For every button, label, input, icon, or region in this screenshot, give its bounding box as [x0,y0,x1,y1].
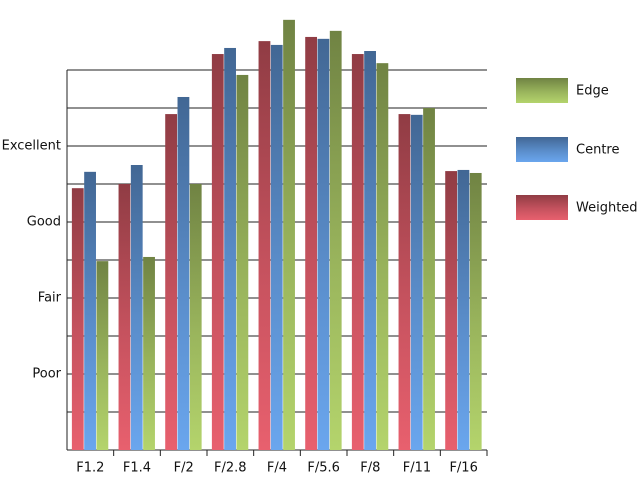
x-tick-label: F/8 [360,461,380,476]
x-tick-label: F1.2 [76,461,104,476]
x-tick-label: F/4 [267,461,287,476]
bar [71,188,84,450]
y-tick-label: Good [27,215,61,230]
bar [258,41,271,451]
x-tick-label: F/2 [174,461,194,476]
bar [364,51,376,450]
bar [165,114,178,450]
x-tick-label: F1.4 [123,461,151,476]
bar [224,47,236,451]
y-tick-label: Fair [38,291,62,306]
x-tick-label: F/5.6 [307,461,340,476]
bar [270,44,283,451]
bar [96,261,109,450]
bar [398,114,411,450]
legend-label: Weighted [576,201,638,216]
bar [376,63,389,450]
legend-label: Centre [576,143,619,158]
x-tick-label: F/16 [449,461,477,476]
y-tick-label: Poor [32,367,61,382]
bar [143,256,155,450]
bar [236,74,249,450]
legend-label: Edge [576,84,609,99]
legend-swatch [516,137,568,162]
y-tick-label: Excellent [2,139,61,154]
bar [317,38,330,451]
bar [329,30,342,451]
legend-swatch [516,78,568,103]
bar [177,96,190,450]
bar [211,54,224,450]
bar [305,36,318,450]
x-tick-label: F/11 [403,461,431,476]
bar [189,184,202,450]
bar [130,165,143,450]
bar [118,184,131,450]
bar [351,54,364,450]
bar [445,171,458,450]
bar [423,108,435,450]
bar [283,19,295,451]
bar [469,172,482,451]
bar [457,169,470,450]
bar [84,171,96,450]
legend-swatch [516,195,568,220]
x-tick-label: F/2.8 [214,461,247,476]
bar [410,114,423,450]
